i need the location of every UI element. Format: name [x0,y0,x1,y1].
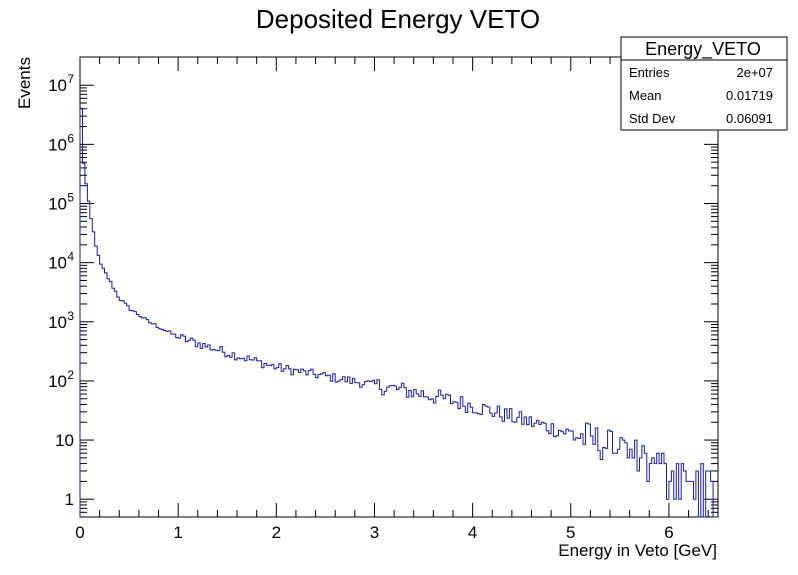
stats-mean-value: 0.01719 [726,88,773,103]
stats-entries-value: 2e+07 [736,65,773,80]
stats-mean-label: Mean [629,88,662,103]
x-tick-label: 5 [566,523,575,542]
x-tick-labels: 0 1 2 3 4 5 6 [75,523,673,542]
stats-stddev-label: Std Dev [629,111,676,126]
stats-stddev-value: 0.06091 [726,111,773,126]
chart-title: Deposited Energy VETO [256,4,540,34]
stats-box: Energy_VETO Entries 2e+07 Mean 0.01719 S… [620,36,788,131]
y-tick-label: 10 [48,135,67,154]
y-tick-label: 10 [48,254,67,273]
x-tick-label: 1 [173,523,182,542]
x-tick-label: 3 [370,523,379,542]
x-tick-label: 0 [75,523,84,542]
y-tick-label: 1 [65,490,74,509]
y-tick-label: 10 [55,431,74,450]
y-tick-exponent: 3 [67,309,74,323]
x-tick-label: 6 [664,523,673,542]
stats-box-frame [620,36,788,131]
y-tick-exponent: 2 [67,368,74,382]
stats-box-title: Energy_VETO [645,39,761,60]
y-tick-exponent: 4 [67,250,74,264]
stats-entries-label: Entries [629,65,670,80]
y-tick-label: 10 [48,372,67,391]
histogram-line [79,107,718,518]
minor-ticks [80,57,718,518]
x-axis-label: Energy in Veto [GeV] [558,541,717,560]
y-tick-exponent: 6 [67,131,74,145]
y-tick-label: 10 [48,313,67,332]
x-tick-label: 2 [272,523,281,542]
y-tick-exponent: 7 [67,72,74,86]
y-axis-label: Events [15,57,34,109]
y-tick-label: 10 [48,76,67,95]
y-tick-label: 10 [48,194,67,213]
x-tick-label: 4 [468,523,477,542]
y-tick-exponent: 5 [67,190,74,204]
